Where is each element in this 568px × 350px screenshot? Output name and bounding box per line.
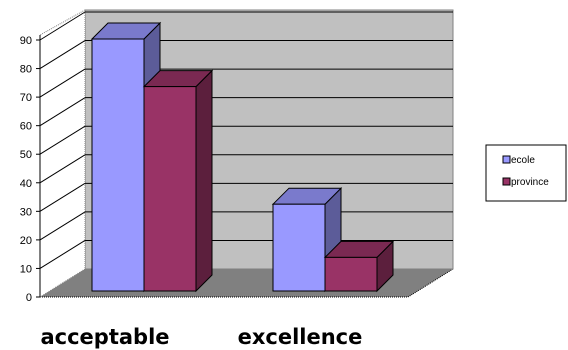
- y-axis: 0 10 20 30 40 50 60 70 80 90: [20, 35, 41, 304]
- legend-label: province: [511, 177, 549, 188]
- category-label: excellence: [238, 325, 363, 349]
- y-tick-label: 60: [20, 121, 32, 133]
- bar-side: [195, 69, 213, 293]
- y-tick-label: 20: [20, 235, 32, 247]
- legend-swatch: [502, 155, 511, 164]
- y-tick-label: 70: [20, 92, 32, 104]
- y-tick-label: 10: [20, 263, 32, 275]
- gridline-side: [39, 40, 86, 69]
- floor-right-edge: [407, 268, 454, 298]
- category-label: acceptable: [40, 325, 169, 349]
- y-tick-label: 30: [20, 206, 32, 218]
- legend-label: ecole: [511, 155, 535, 166]
- y-tick-label: 80: [20, 64, 32, 76]
- bar-front: [324, 256, 378, 292]
- gridline-side: [39, 68, 86, 98]
- category-labels: acceptable excellence: [40, 325, 362, 349]
- bar-front: [143, 86, 197, 292]
- bar-province-excellence: [323, 240, 395, 293]
- gridline-side: [39, 11, 86, 41]
- legend: ecole province: [485, 144, 567, 202]
- legend-box: [485, 144, 567, 202]
- y-tick-label: 50: [20, 149, 32, 161]
- gridline-side: [39, 125, 86, 155]
- gridline-side: [39, 240, 86, 269]
- y-tick-label: 40: [20, 178, 32, 190]
- bar-front: [272, 203, 326, 292]
- gridline-side: [39, 97, 86, 127]
- bar-front: [91, 38, 145, 292]
- bar-province-acceptable: [142, 69, 214, 293]
- gridline-side: [39, 211, 86, 241]
- gridline-side: [39, 182, 86, 212]
- y-tick-label: 0: [26, 292, 32, 304]
- gridline-side: [39, 154, 86, 184]
- bars: [90, 21, 395, 293]
- legend-swatch: [502, 177, 511, 186]
- y-tick-label: 90: [20, 35, 32, 47]
